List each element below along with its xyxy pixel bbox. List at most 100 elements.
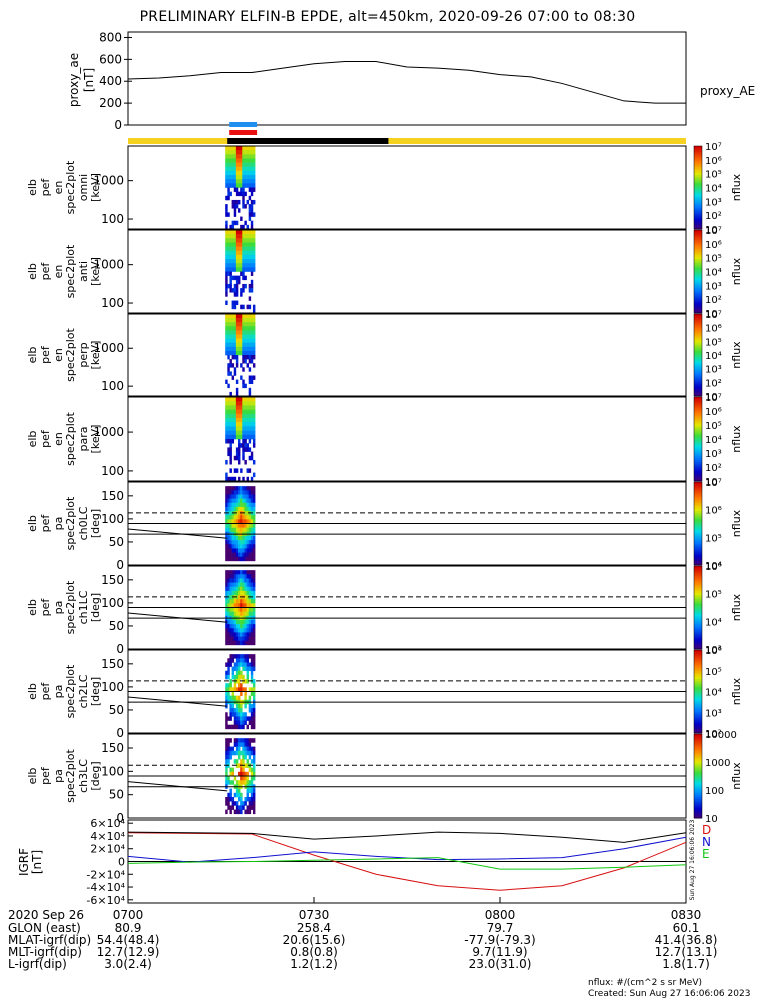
spectrogram-pixel [240,154,243,159]
spectrogram-pixel [242,409,245,415]
spectrogram-pixel [238,275,241,281]
spectrogram-pixel [225,640,228,646]
colorbar-segment [694,676,702,680]
spectrogram-pixel [244,691,247,696]
spectrogram-pixel [225,288,228,293]
spectrogram-pixel [231,150,235,155]
spectrogram-pixel [238,267,241,272]
colorbar-segment [694,734,702,737]
spectrogram-pixel [246,515,249,520]
spectrogram-pixel [229,486,232,491]
spectrogram-pixel [246,780,249,785]
spectrogram-pixel [227,632,230,637]
ephemeris-label: L-igrf(dip) [8,957,67,971]
spectrogram-pixel [242,355,245,360]
colorbar-segment [694,644,702,648]
spectrogram-pixel [229,150,232,155]
spectrogram-pixel [238,586,241,592]
spectrogram-pixel [225,544,228,549]
spectrogram-pixel [227,552,230,557]
colorbar-segment [694,168,702,172]
spectrogram-pixel [225,611,228,617]
spectrogram-pixel [233,158,237,163]
spectrogram-pixel [238,716,241,721]
spectrogram-pixel [246,175,249,180]
y-tick-label: 100 [101,379,124,393]
spectrogram-pixel [240,742,243,747]
spectrogram-pixel [231,515,235,520]
spectrogram-pixel [246,578,249,583]
colorbar-segment [694,788,702,792]
spectrogram-pixel [225,691,228,696]
spectrogram-pixel [231,574,235,579]
spectrogram-pixel [235,603,239,608]
spectrogram-pixel [225,275,228,281]
colorbar-segment [694,385,702,389]
spectrogram-pixel [225,322,228,327]
colorbar-segment [694,462,702,465]
spectrogram-pixel [242,401,245,406]
spectrogram-pixel [242,359,245,364]
spectrogram-pixel [233,397,237,402]
spectrogram-pixel [235,150,239,155]
spectrogram-pixel [229,780,232,785]
colorbar-segment [694,453,702,457]
spectrogram-pixel [225,254,228,260]
colorbar-segment [694,720,702,724]
spectrogram-pixel [248,502,252,508]
ephemeris-value: 1.8(1.7) [662,957,710,971]
colorbar-segment [694,306,702,310]
spectrogram-pixel [242,574,245,579]
spectrogram-pixel [233,519,237,524]
spectrogram-pixel [242,175,245,180]
panel-ylabel: ch2LC [77,674,90,708]
spectrogram-pixel [244,552,247,557]
colorbar-segment [694,500,702,504]
spectrogram-pixel [227,535,230,541]
colorbar-segment [694,389,702,393]
spectrogram-pixel [233,426,237,431]
spectrogram-pixel [238,523,241,528]
spectrogram-pixel [246,434,249,440]
spectrogram-pixel [248,326,252,331]
spectrogram-pixel [250,246,254,252]
spectrogram-pixel [231,166,235,172]
spectrogram-pixel [248,359,252,364]
spectrogram-pixel [252,805,256,810]
spectrogram-pixel [246,250,249,256]
spectrogram-pixel [233,401,237,406]
colorbar-tick-label: 10⁷ [705,142,722,153]
panel-ylabel: elb [26,683,39,700]
spectrogram-pixel [238,234,241,239]
spectrogram-pixel [229,640,232,646]
spectrogram-pixel [235,780,239,785]
spectrogram-pixel [240,263,243,268]
colorbar-segment [694,691,702,695]
spectrogram-pixel [244,519,247,524]
spectrogram-pixel [233,267,237,272]
spectrogram-pixel [227,154,230,159]
spectrogram-pixel [250,426,254,431]
spectrogram-pixel [242,805,245,810]
colorbar-segment [694,220,702,224]
spectrogram-pixel [240,250,243,256]
spectrogram-pixel [248,330,252,335]
spectrogram-pixel [244,175,247,180]
spectrogram-pixel [248,238,252,243]
spectrogram-pixel [252,234,256,239]
colorbar-segment [694,568,702,571]
spectrogram-pixel [240,146,243,151]
panel-ylabel: para [77,427,90,452]
colorbar-segment [694,560,702,564]
spectrogram-pixel [225,548,228,553]
spectrogram-pixel [246,716,249,721]
spectrogram-pixel [233,409,237,415]
footer-created: Created: Sun Aug 27 16:06:06 2023 [588,989,751,999]
panel-ylabel: [keV] [89,173,102,202]
spectrogram-pixel [250,263,254,268]
spectrogram-pixel [227,599,230,604]
spectrogram-pixel [248,204,252,209]
ephemeris-value: -77.9(-79.3) [464,933,535,947]
